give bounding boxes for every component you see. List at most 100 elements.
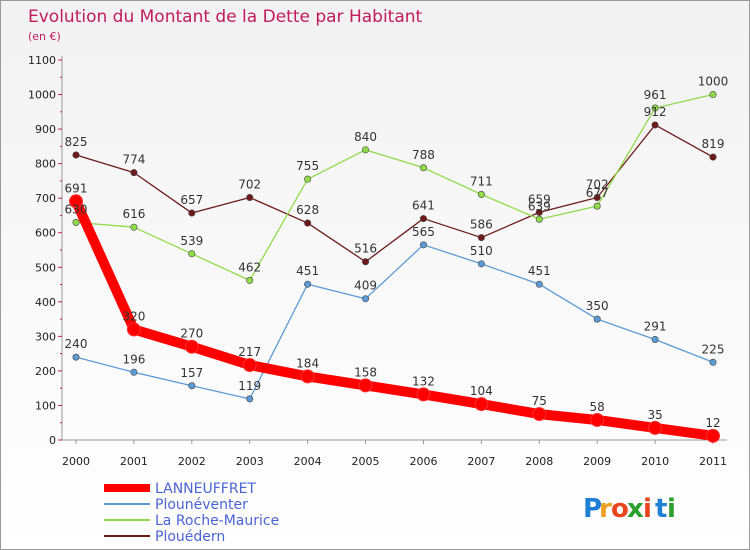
data-point xyxy=(130,368,138,376)
legend-label: LANNEUFFRET xyxy=(155,481,256,497)
data-label: 677 xyxy=(586,186,609,200)
x-tick-label: 2000 xyxy=(62,455,90,468)
data-label: 157 xyxy=(180,366,203,380)
data-label: 75 xyxy=(532,394,547,408)
data-label: 291 xyxy=(644,319,667,333)
data-point xyxy=(130,223,138,231)
brand-letter: t xyxy=(655,494,667,524)
data-point xyxy=(72,218,80,226)
data-label: 225 xyxy=(702,342,725,356)
data-point xyxy=(474,397,489,412)
x-tick-label: 2009 xyxy=(583,455,611,468)
legend-label: La Roche-Maurice xyxy=(155,513,279,529)
data-point xyxy=(362,295,370,303)
data-label: 217 xyxy=(238,345,261,359)
data-label: 702 xyxy=(238,177,261,191)
data-point xyxy=(532,407,547,422)
data-label: 158 xyxy=(354,365,377,379)
data-label: 755 xyxy=(296,159,319,173)
legend-label: Plouédern xyxy=(155,529,225,545)
x-tick-label: 2002 xyxy=(178,455,206,468)
data-label: 586 xyxy=(470,218,493,232)
brand-letter: i xyxy=(667,494,676,524)
data-label: 691 xyxy=(65,181,88,195)
data-label: 628 xyxy=(296,203,319,217)
x-tick-label: 2005 xyxy=(352,455,380,468)
legend-label: Plounéventer xyxy=(155,497,248,513)
data-point xyxy=(246,193,254,201)
data-label: 539 xyxy=(180,234,203,248)
brand-letter: i xyxy=(643,494,652,524)
y-tick-label: 500 xyxy=(35,261,56,274)
data-point xyxy=(590,412,605,427)
x-tick-label: 2008 xyxy=(525,455,553,468)
data-point xyxy=(304,175,312,183)
data-label: 320 xyxy=(122,309,145,323)
data-point xyxy=(184,339,199,354)
series-layer xyxy=(69,91,720,443)
data-point xyxy=(419,215,427,223)
data-label: 516 xyxy=(354,242,377,256)
data-label: 12 xyxy=(705,416,720,430)
data-label: 350 xyxy=(586,299,609,313)
data-point xyxy=(535,215,543,223)
data-point xyxy=(188,209,196,217)
brand-letter: o xyxy=(611,494,629,524)
data-label: 119 xyxy=(238,379,261,393)
data-label: 711 xyxy=(470,174,493,188)
data-label: 774 xyxy=(122,153,145,167)
chart-subtitle: (en €) xyxy=(28,30,61,43)
data-point xyxy=(535,280,543,288)
data-label: 840 xyxy=(354,130,377,144)
data-point xyxy=(706,428,720,443)
data-point xyxy=(304,280,312,288)
data-point xyxy=(72,353,80,361)
y-tick-label: 0 xyxy=(49,434,56,447)
x-tick-label: 2003 xyxy=(236,455,264,468)
data-point xyxy=(304,219,312,227)
data-point xyxy=(593,193,601,201)
data-label: 451 xyxy=(296,264,319,278)
y-tick-label: 300 xyxy=(35,330,56,343)
data-point xyxy=(651,335,659,343)
data-labels: 825 774 657 702 628 516 641 586 659 702 912 819 630 6… xyxy=(65,75,729,430)
data-point xyxy=(477,234,485,242)
data-label: 270 xyxy=(180,327,203,341)
data-label: 510 xyxy=(470,244,493,258)
data-point xyxy=(126,322,141,337)
data-point xyxy=(477,190,485,198)
data-label: 196 xyxy=(122,352,145,366)
data-label: 961 xyxy=(644,88,667,102)
data-point xyxy=(300,369,315,384)
y-tick-label: 200 xyxy=(35,365,56,378)
data-point xyxy=(246,395,254,403)
data-label: 35 xyxy=(647,408,662,422)
data-point xyxy=(651,104,659,112)
data-point xyxy=(709,153,717,161)
x-tick-label: 2010 xyxy=(641,455,669,468)
data-label: 451 xyxy=(528,264,551,278)
axes: 0 100 200 300 400 500 600 700 800 900 1000 1100 2000… xyxy=(28,54,727,468)
data-point xyxy=(416,387,431,402)
brand-letter: P xyxy=(583,494,602,524)
data-label: 616 xyxy=(122,207,145,221)
y-tick-label: 400 xyxy=(35,296,56,309)
data-point xyxy=(72,151,80,159)
data-label: 58 xyxy=(590,400,605,414)
y-tick-label: 100 xyxy=(35,399,56,412)
x-tick-label: 2011 xyxy=(699,455,727,468)
chart-title: Evolution du Montant de la Dette par Hab… xyxy=(28,7,423,27)
data-point xyxy=(419,241,427,249)
y-tick-label: 900 xyxy=(35,123,56,136)
data-point xyxy=(651,121,659,129)
data-label: 240 xyxy=(65,337,88,351)
data-point xyxy=(419,164,427,172)
y-tick-label: 1000 xyxy=(28,89,56,102)
series-line-2 xyxy=(75,93,714,282)
series-line-0 xyxy=(71,196,718,441)
series-line-3 xyxy=(75,124,714,263)
data-point xyxy=(358,378,373,393)
